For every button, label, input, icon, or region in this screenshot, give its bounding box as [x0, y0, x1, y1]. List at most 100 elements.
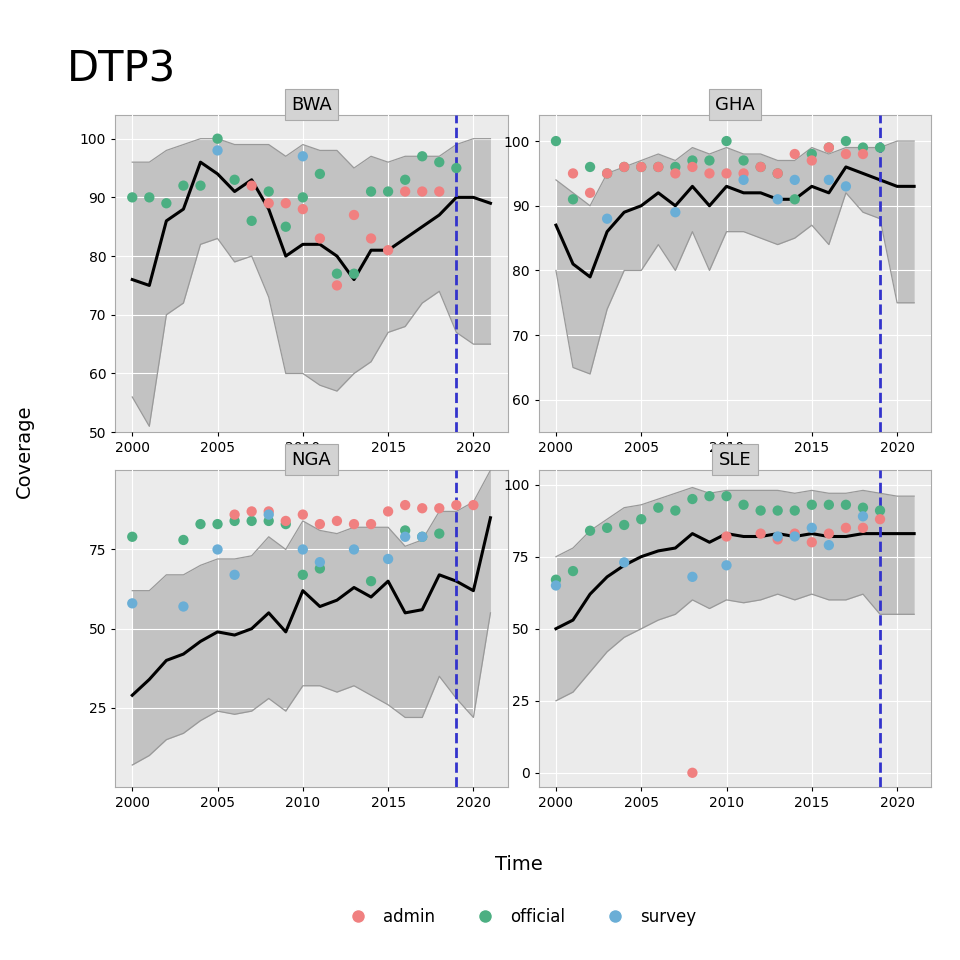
Point — [719, 133, 734, 149]
Point — [787, 146, 803, 161]
Text: Time: Time — [494, 854, 542, 874]
Point — [227, 507, 242, 522]
Point — [855, 520, 871, 536]
Point — [838, 497, 853, 513]
Point — [312, 555, 327, 570]
Point — [736, 497, 752, 513]
Point — [651, 159, 666, 175]
Point — [210, 131, 226, 146]
Point — [667, 503, 683, 518]
Point — [702, 153, 717, 168]
Point — [873, 512, 888, 527]
Point — [821, 140, 836, 156]
Point — [634, 512, 649, 527]
Point — [753, 159, 768, 175]
Point — [565, 192, 581, 207]
Point — [804, 153, 820, 168]
Point — [380, 243, 396, 258]
Point — [821, 172, 836, 187]
Point — [583, 159, 598, 175]
Point — [415, 529, 430, 544]
Point — [329, 514, 345, 529]
Point — [380, 183, 396, 199]
Point — [176, 599, 191, 614]
Point — [855, 500, 871, 516]
Point — [770, 532, 785, 547]
Point — [125, 595, 140, 611]
Point — [278, 219, 294, 234]
Point — [770, 192, 785, 207]
Point — [634, 159, 649, 175]
Title: BWA: BWA — [291, 96, 332, 113]
Point — [244, 213, 259, 228]
Point — [599, 520, 614, 536]
Point — [158, 196, 174, 211]
Point — [295, 567, 310, 583]
Point — [227, 172, 242, 187]
Point — [770, 166, 785, 181]
Point — [684, 153, 700, 168]
Point — [466, 497, 481, 513]
Point — [719, 529, 734, 544]
Point — [583, 523, 598, 539]
Point — [548, 133, 564, 149]
Point — [448, 497, 464, 513]
Point — [787, 503, 803, 518]
Point — [873, 503, 888, 518]
Point — [347, 541, 362, 557]
Point — [684, 492, 700, 507]
Point — [770, 166, 785, 181]
Point — [702, 489, 717, 504]
Point — [210, 516, 226, 532]
Point — [736, 166, 752, 181]
Point — [787, 192, 803, 207]
Point — [616, 555, 632, 570]
Point — [261, 514, 276, 529]
Point — [380, 551, 396, 566]
Point — [667, 166, 683, 181]
Point — [415, 183, 430, 199]
Point — [364, 516, 379, 532]
Point — [804, 146, 820, 161]
Point — [787, 172, 803, 187]
Point — [397, 172, 413, 187]
Point — [634, 159, 649, 175]
Point — [565, 166, 581, 181]
Point — [432, 500, 447, 516]
Point — [397, 183, 413, 199]
Point — [873, 140, 888, 156]
Point — [278, 196, 294, 211]
Point — [448, 160, 464, 176]
Point — [261, 183, 276, 199]
Point — [193, 178, 208, 193]
Point — [821, 140, 836, 156]
Text: Coverage: Coverage — [14, 404, 34, 498]
Point — [838, 146, 853, 161]
Point — [193, 516, 208, 532]
Point — [855, 146, 871, 161]
Point — [684, 159, 700, 175]
Point — [616, 159, 632, 175]
Point — [176, 178, 191, 193]
Point — [364, 573, 379, 588]
Point — [667, 204, 683, 220]
Point — [176, 532, 191, 547]
Point — [855, 509, 871, 524]
Point — [261, 504, 276, 519]
Point — [753, 503, 768, 518]
Point — [821, 538, 836, 553]
Point — [364, 183, 379, 199]
Point — [295, 507, 310, 522]
Point — [397, 523, 413, 539]
Point — [651, 500, 666, 516]
Title: GHA: GHA — [715, 96, 755, 113]
Point — [347, 516, 362, 532]
Point — [261, 507, 276, 522]
Point — [667, 159, 683, 175]
Point — [599, 211, 614, 227]
Point — [380, 504, 396, 519]
Point — [227, 514, 242, 529]
Point — [244, 514, 259, 529]
Point — [719, 558, 734, 573]
Text: DTP3: DTP3 — [67, 48, 177, 90]
